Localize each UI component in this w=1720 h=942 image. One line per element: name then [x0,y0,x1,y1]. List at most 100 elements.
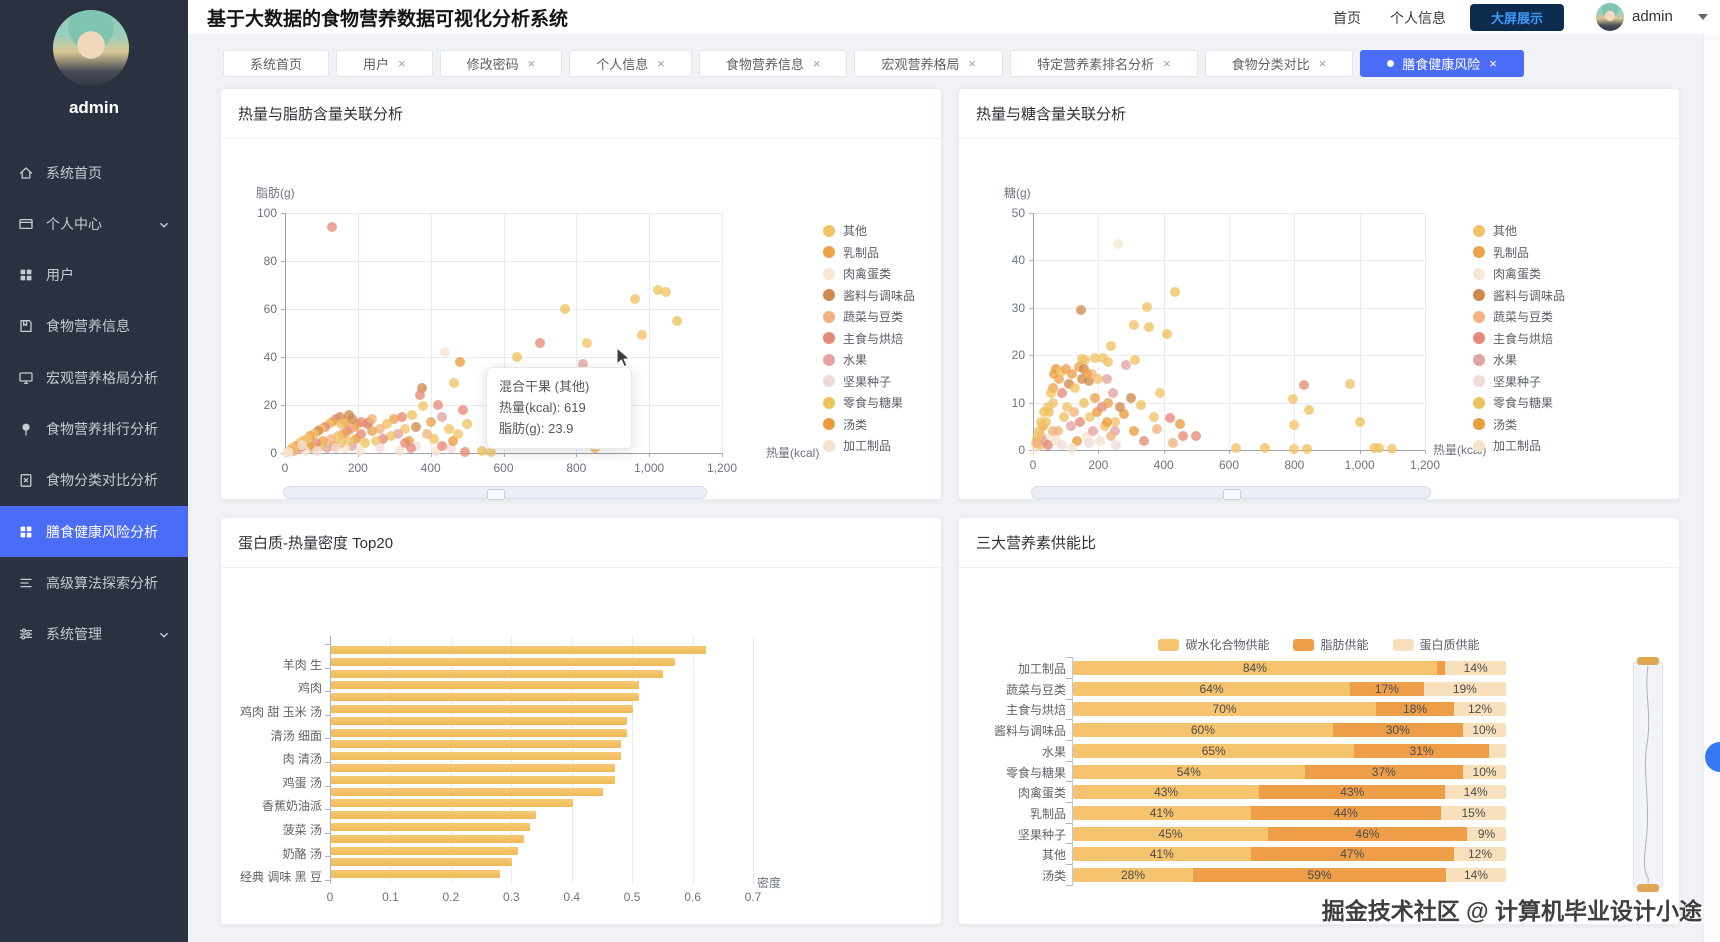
scatter-point[interactable] [1057,388,1068,399]
scatter-point[interactable] [338,428,349,439]
stacked-segment[interactable]: 41% [1073,805,1251,820]
scrollbar-track[interactable] [1703,34,1720,942]
legend-item[interactable]: 酱料与调味品 [1473,287,1565,304]
scatter-point[interactable] [367,426,378,437]
stacked-segment[interactable]: 41% [1073,847,1251,862]
legend-item[interactable]: 零食与糖果 [1473,394,1553,411]
scatter-point[interactable] [1129,426,1140,437]
legend-item[interactable]: 乳制品 [1473,244,1529,261]
legend-item[interactable]: 蔬菜与豆类 [1473,308,1553,325]
scatter-point[interactable] [400,438,411,449]
stacked-segment[interactable]: 46% [1267,826,1468,841]
bar[interactable] [331,657,676,666]
tab-close-icon[interactable]: × [1318,56,1327,71]
scatter-point[interactable] [1109,416,1120,427]
scatter-point[interactable] [431,445,442,456]
scatter-point[interactable] [400,424,411,434]
scatter-point[interactable] [1036,416,1047,427]
stacked-segment[interactable] [1436,661,1446,675]
user-dropdown[interactable]: admin [1632,8,1673,25]
tab-9[interactable]: 膳食健康风险 × [1360,50,1524,77]
scatter-point[interactable] [1065,421,1076,432]
legend-item[interactable]: 坚果种子 [823,373,891,390]
stacked-segment[interactable]: 84% [1073,661,1437,675]
stacked-segment[interactable]: 12% [1454,702,1506,717]
scatter-point[interactable] [1103,357,1114,368]
scatter-point[interactable] [336,438,347,449]
scatter-point[interactable] [429,433,440,444]
legend-item[interactable]: 加工制品 [823,437,891,454]
scatter-point[interactable] [1230,443,1241,454]
tab-2[interactable]: 用户 × [336,50,433,77]
scatter-point[interactable] [1059,411,1070,422]
scatter-point[interactable] [411,421,422,432]
scatter-point[interactable] [1161,329,1172,340]
scatter-point[interactable] [432,400,443,410]
scatter-point[interactable] [1085,411,1096,422]
scatter-point[interactable] [340,443,351,454]
sidebar-item-9[interactable]: 高级算法探索分析 [0,557,188,608]
stacked-segment[interactable]: 44% [1250,805,1442,820]
bar[interactable] [331,693,640,702]
datazoom-grip[interactable] [487,489,505,500]
scatter-point[interactable] [1142,301,1153,312]
datazoom-slider[interactable] [1031,486,1431,500]
chevron-down-icon[interactable] [1698,14,1708,20]
scatter-point[interactable] [1109,426,1120,437]
scatter-point[interactable] [1111,440,1122,451]
nav-home-link[interactable]: 首页 [1333,10,1361,26]
scatter-point[interactable] [351,433,361,444]
sidebar-item-5[interactable]: 宏观营养格局分析 [0,352,188,403]
bar[interactable] [331,716,628,725]
scatter-point[interactable] [440,347,451,358]
scatter-point[interactable] [534,337,545,348]
scatter-point[interactable] [560,304,571,314]
scatter-point[interactable] [1042,402,1053,413]
scatter-point[interactable] [310,438,321,449]
scatter-point[interactable] [1072,435,1083,446]
scatter-point[interactable] [1129,354,1140,365]
scatter-point[interactable] [1081,430,1092,441]
scatter-point[interactable] [405,443,416,454]
stacked-segment[interactable]: 14% [1445,661,1506,675]
stacked-segment[interactable]: 10% [1463,764,1506,779]
legend-item[interactable]: 其他 [823,222,867,239]
tab-8[interactable]: 食物分类对比 × [1204,50,1354,77]
sidebar-item-6[interactable]: 食物营养排行分析 [0,404,188,455]
scatter-point[interactable] [1083,437,1094,448]
scatter-point[interactable] [1289,419,1300,430]
stacked-segment[interactable]: 47% [1250,847,1455,862]
legend-item[interactable]: 肉禽蛋类 [1473,265,1541,282]
scatter-point[interactable] [325,433,336,444]
scatter-point[interactable] [1055,366,1066,377]
stacked-segment[interactable]: 30% [1332,723,1463,738]
legend-item[interactable]: 脂肪供能 [1293,636,1369,653]
scatter-point[interactable] [416,383,427,394]
scatter-point[interactable] [455,356,466,367]
scatter-point[interactable] [1299,380,1310,391]
scatter-point[interactable] [1050,435,1061,446]
bar[interactable] [331,811,537,820]
scatter-point[interactable] [354,445,365,456]
bar[interactable] [331,870,501,879]
scatter-point[interactable] [336,419,347,430]
stacked-segment[interactable]: 60% [1073,723,1333,738]
sidebar-item-10[interactable]: 系统管理 [0,609,188,660]
stacked-segment[interactable]: 12% [1454,847,1506,862]
scatter-point[interactable] [1060,364,1071,375]
tab-7[interactable]: 特定营养素排名分析 × [1010,50,1198,77]
scatter-point[interactable] [356,428,367,439]
legend-item[interactable]: 碳水化合物供能 [1158,636,1269,653]
floating-action-button[interactable] [1705,742,1720,772]
scatter-point[interactable] [462,419,473,430]
scatter-point[interactable] [1148,411,1159,422]
scatter-point[interactable] [385,431,396,442]
bar[interactable] [331,752,622,761]
scatter-point[interactable] [389,414,400,425]
scatter-point[interactable] [300,445,311,456]
scatter-point[interactable] [1119,409,1130,420]
stacked-segment[interactable]: 14% [1445,785,1506,800]
scatter-point[interactable] [1041,416,1052,427]
stacked-segment[interactable]: 37% [1304,764,1464,779]
scatter-point[interactable] [1063,378,1074,389]
